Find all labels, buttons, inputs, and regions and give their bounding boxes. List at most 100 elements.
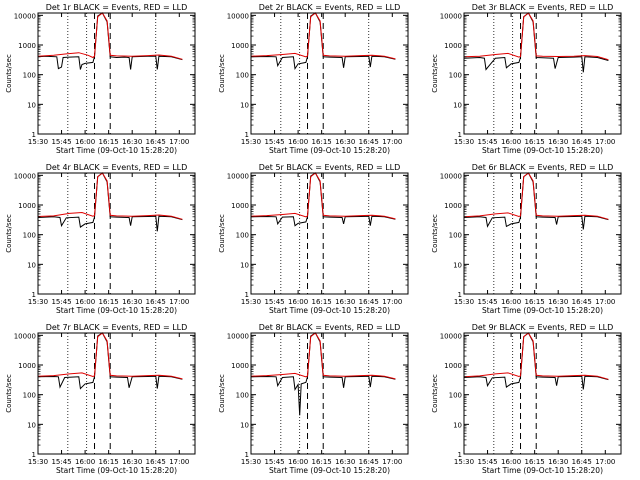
- y-tick-label: 10: [27, 421, 36, 429]
- x-axis-label: Start Time (09-Oct-10 15:28:20): [56, 306, 177, 315]
- series-lld-line: [463, 172, 609, 220]
- x-tick-label: 16:30: [122, 138, 142, 146]
- y-tick-label: 1000: [231, 202, 249, 210]
- x-tick-label: 16:00: [75, 298, 95, 306]
- y-tick-label: 1: [458, 131, 462, 139]
- y-tick-label: 10: [27, 261, 36, 269]
- x-tick-label: 16:30: [335, 138, 355, 146]
- y-tick-label: 10000: [440, 12, 462, 20]
- series-lld-line: [463, 332, 609, 380]
- chart-title: Det 4r BLACK = Events, RED = LLD: [46, 163, 188, 172]
- y-axis-label: Counts/sec: [218, 374, 226, 413]
- x-tick-label: 16:15: [99, 298, 119, 306]
- y-axis-label: Counts/sec: [218, 54, 226, 93]
- y-tick-label: 10000: [227, 172, 249, 180]
- series-lld-line: [463, 12, 609, 61]
- y-tick-label: 100: [23, 72, 36, 80]
- y-tick-label: 1000: [231, 362, 249, 370]
- y-tick-label: 1: [32, 451, 36, 459]
- x-tick-label: 17:00: [169, 138, 189, 146]
- x-tick-label: 15:30: [28, 298, 48, 306]
- x-tick-label: 17:00: [595, 298, 615, 306]
- y-tick-label: 1: [458, 291, 462, 299]
- x-tick-label: 16:00: [501, 138, 521, 146]
- y-tick-label: 10: [240, 421, 249, 429]
- series-events-line: [463, 172, 609, 230]
- y-tick-label: 10000: [227, 332, 249, 340]
- x-tick-label: 16:15: [99, 138, 119, 146]
- x-tick-label: 17:00: [169, 458, 189, 466]
- y-tick-label: 100: [236, 232, 249, 240]
- chart-title: Det 3r BLACK = Events, RED = LLD: [472, 3, 614, 12]
- x-tick-label: 16:00: [288, 298, 308, 306]
- chart-title: Det 9r BLACK = Events, RED = LLD: [472, 323, 614, 332]
- x-tick-label: 16:00: [288, 458, 308, 466]
- y-tick-label: 100: [236, 392, 249, 400]
- x-tick-label: 17:00: [169, 298, 189, 306]
- x-tick-label: 15:45: [477, 138, 497, 146]
- x-tick-label: 15:30: [454, 138, 474, 146]
- x-tick-label: 16:00: [75, 458, 95, 466]
- x-tick-label: 17:00: [382, 138, 402, 146]
- x-axis-label: Start Time (09-Oct-10 15:28:20): [269, 466, 390, 475]
- x-tick-label: 16:30: [548, 458, 568, 466]
- series-lld-line: [250, 332, 396, 380]
- x-tick-label: 16:30: [122, 298, 142, 306]
- y-tick-label: 10: [27, 101, 36, 109]
- series-events-line: [37, 12, 183, 70]
- y-axis-label: Counts/sec: [218, 214, 226, 253]
- series-events-line: [37, 332, 183, 390]
- y-tick-label: 10000: [14, 172, 36, 180]
- series-lld-line: [250, 12, 396, 60]
- x-tick-label: 15:30: [241, 298, 261, 306]
- x-tick-label: 17:00: [595, 458, 615, 466]
- y-tick-label: 10: [453, 261, 462, 269]
- y-tick-label: 10000: [14, 332, 36, 340]
- y-tick-label: 1000: [18, 362, 36, 370]
- y-tick-label: 100: [23, 232, 36, 240]
- y-tick-label: 10000: [227, 12, 249, 20]
- chart-title: Det 1r BLACK = Events, RED = LLD: [46, 3, 188, 12]
- x-tick-label: 16:00: [501, 298, 521, 306]
- y-axis-label: Counts/sec: [431, 54, 439, 93]
- panel-det-2: Det 2r BLACK = Events, RED = LLD 15:30 15:…: [218, 3, 409, 155]
- x-tick-label: 15:45: [477, 458, 497, 466]
- y-tick-label: 1000: [444, 42, 462, 50]
- y-tick-label: 100: [449, 392, 462, 400]
- x-axis-label: Start Time (09-Oct-10 15:28:20): [56, 146, 177, 155]
- x-tick-label: 16:45: [146, 138, 166, 146]
- x-tick-label: 16:15: [525, 298, 545, 306]
- x-tick-label: 15:45: [264, 138, 284, 146]
- chart-title: Det 6r BLACK = Events, RED = LLD: [472, 163, 614, 172]
- chart-title: Det 8r BLACK = Events, RED = LLD: [259, 323, 401, 332]
- y-tick-label: 10: [240, 261, 249, 269]
- y-tick-label: 1000: [444, 362, 462, 370]
- y-tick-label: 10: [453, 101, 462, 109]
- y-axis-label: Counts/sec: [5, 54, 13, 93]
- plot-frame: [250, 332, 409, 455]
- y-tick-label: 100: [449, 232, 462, 240]
- x-tick-label: 16:30: [335, 458, 355, 466]
- x-tick-label: 16:45: [359, 298, 379, 306]
- x-tick-label: 15:45: [51, 458, 71, 466]
- y-tick-label: 100: [236, 72, 249, 80]
- x-axis-label: Start Time (09-Oct-10 15:28:20): [269, 146, 390, 155]
- x-tick-label: 16:30: [122, 458, 142, 466]
- x-tick-label: 16:45: [572, 458, 592, 466]
- x-axis-label: Start Time (09-Oct-10 15:28:20): [269, 306, 390, 315]
- x-tick-label: 16:45: [572, 298, 592, 306]
- x-tick-label: 15:30: [241, 458, 261, 466]
- series-events-line: [463, 332, 609, 390]
- y-tick-label: 1: [245, 291, 249, 299]
- panel-det-3: Det 3r BLACK = Events, RED = LLD 15:30 15:…: [431, 3, 622, 155]
- x-tick-label: 16:45: [359, 458, 379, 466]
- x-tick-label: 16:00: [288, 138, 308, 146]
- x-tick-label: 16:45: [146, 298, 166, 306]
- x-tick-label: 16:15: [99, 458, 119, 466]
- series-events-line: [250, 12, 396, 70]
- x-tick-label: 15:45: [264, 458, 284, 466]
- y-tick-label: 1: [32, 291, 36, 299]
- plot-frame: [463, 12, 622, 135]
- x-tick-label: 15:30: [28, 458, 48, 466]
- x-tick-label: 17:00: [595, 138, 615, 146]
